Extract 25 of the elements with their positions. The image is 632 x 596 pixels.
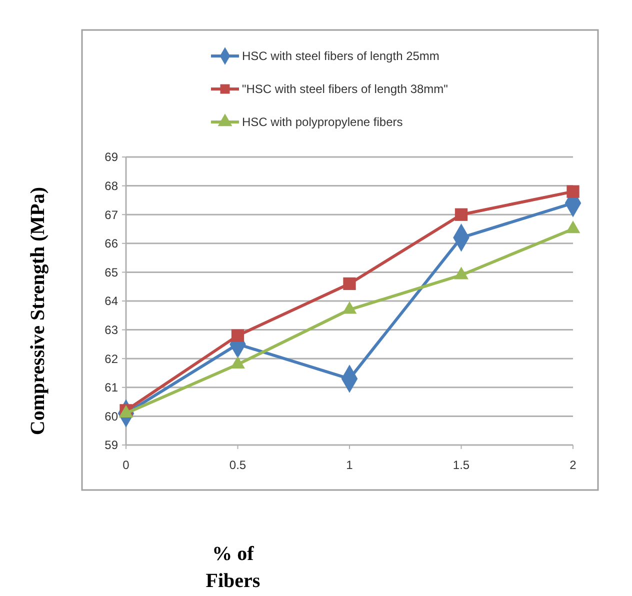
y-tick-label: 68 bbox=[104, 179, 118, 193]
point bbox=[343, 277, 356, 290]
x-axis-title: % of Fibers bbox=[206, 543, 260, 592]
y-axis-title: Compressive Strength (MPa) bbox=[27, 186, 49, 436]
y-tick-label: 62 bbox=[104, 352, 118, 366]
y-tick-label: 59 bbox=[104, 438, 118, 452]
legend-label: HSC with polypropylene fibers bbox=[242, 115, 403, 130]
point bbox=[566, 185, 580, 198]
x-tick-label: 1 bbox=[346, 458, 354, 472]
x-tick-label: 0.5 bbox=[229, 458, 246, 472]
x-tick-label: 0 bbox=[122, 458, 130, 472]
legend-label: HSC with steel fibers of length 25mm bbox=[242, 49, 440, 64]
y-tick-label: 67 bbox=[104, 208, 118, 222]
point bbox=[454, 208, 468, 221]
legend-label: "HSC with steel fibers of length 38mm" bbox=[242, 82, 448, 96]
y-tick-label: 69 bbox=[104, 150, 118, 164]
x-tick-label: 1.5 bbox=[452, 458, 470, 472]
y-tick-label: 61 bbox=[104, 380, 118, 395]
point bbox=[231, 329, 244, 342]
y-tick-label: 64 bbox=[104, 294, 118, 308]
y-tick-label: 66 bbox=[104, 236, 118, 251]
y-tick-label: 65 bbox=[104, 265, 118, 280]
y-tick-label: 63 bbox=[104, 323, 118, 337]
x-tick-label: 2 bbox=[570, 458, 577, 472]
y-tick-label: 60 bbox=[104, 409, 118, 424]
